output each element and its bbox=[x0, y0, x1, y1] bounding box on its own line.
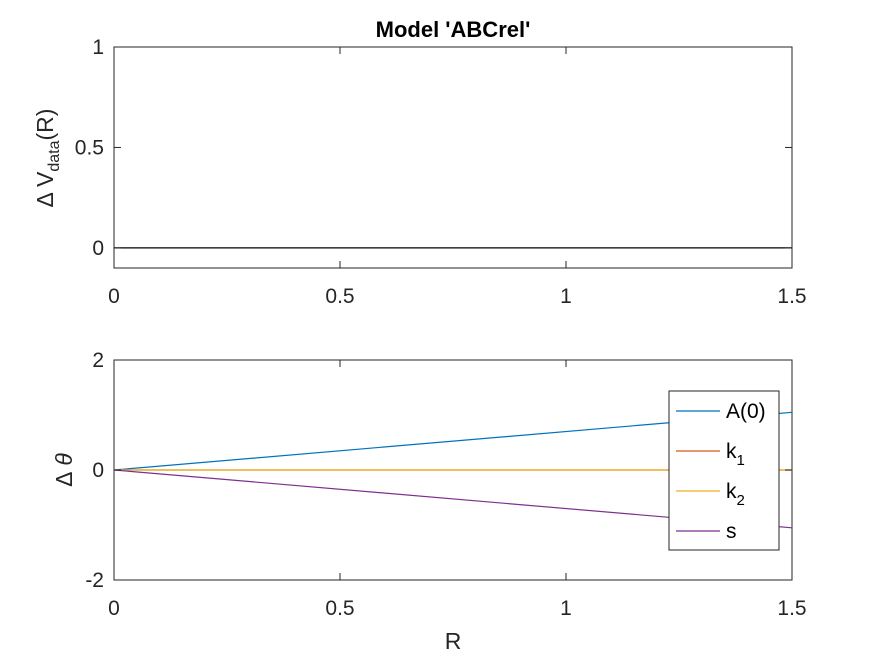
top-y-label-prefix: Δ V bbox=[32, 171, 58, 207]
legend-label-a0: A(0) bbox=[726, 400, 766, 423]
bottom-x-tick-label: 0 bbox=[108, 597, 120, 620]
legend-entries: A(0) k1 k2 s bbox=[676, 400, 766, 543]
bottom-x-ticks: 0 0.5 1 1.5 bbox=[108, 360, 807, 620]
bottom-y-tick-label: 2 bbox=[92, 349, 104, 372]
top-x-ticks: 0 0.5 1 1.5 bbox=[108, 47, 807, 308]
top-y-axis-label: Δ Vdata(R) bbox=[32, 109, 63, 208]
bottom-x-tick-label: 1 bbox=[560, 597, 572, 620]
bottom-y-axis-label: Δθ bbox=[51, 453, 77, 487]
bottom-y-ticks: -2 0 2 bbox=[85, 349, 792, 592]
bottom-x-tick-label: 1.5 bbox=[777, 597, 806, 620]
top-title: Model 'ABCrel' bbox=[376, 17, 531, 42]
top-y-label-sub: data bbox=[46, 140, 63, 171]
legend-label-s: s bbox=[726, 520, 737, 543]
top-x-tick-label: 1.5 bbox=[777, 285, 806, 308]
top-y-tick-label: 1 bbox=[92, 36, 104, 59]
top-plot-area bbox=[113, 46, 793, 269]
legend: A(0) k1 k2 s bbox=[668, 390, 780, 551]
top-y-label-suffix: (R) bbox=[32, 109, 58, 141]
legend-label-k2: k2 bbox=[726, 480, 745, 509]
top-y-tick-label: 0.5 bbox=[75, 136, 104, 159]
bottom-y-tick-label: 0 bbox=[92, 459, 104, 482]
top-y-tick-label: 0 bbox=[92, 237, 104, 260]
bottom-x-tick-label: 0.5 bbox=[325, 597, 354, 620]
top-x-tick-label: 0.5 bbox=[325, 285, 354, 308]
bottom-x-axis-label: R bbox=[445, 628, 462, 654]
bottom-y-label-symbol: θ bbox=[51, 453, 77, 466]
top-y-ticks: 00.51 bbox=[75, 36, 792, 260]
legend-label-k1: k1 bbox=[726, 440, 745, 469]
top-x-tick-label: 1 bbox=[560, 285, 572, 308]
top-x-tick-label: 0 bbox=[108, 285, 120, 308]
top-axes: Model 'ABCrel' 0 0.5 1 1.5 00.51 Δ Vdata(R) bbox=[32, 17, 807, 308]
legend-box bbox=[668, 390, 780, 551]
bottom-y-label-prefix: Δ bbox=[51, 472, 77, 487]
bottom-y-tick-label: -2 bbox=[85, 569, 104, 592]
